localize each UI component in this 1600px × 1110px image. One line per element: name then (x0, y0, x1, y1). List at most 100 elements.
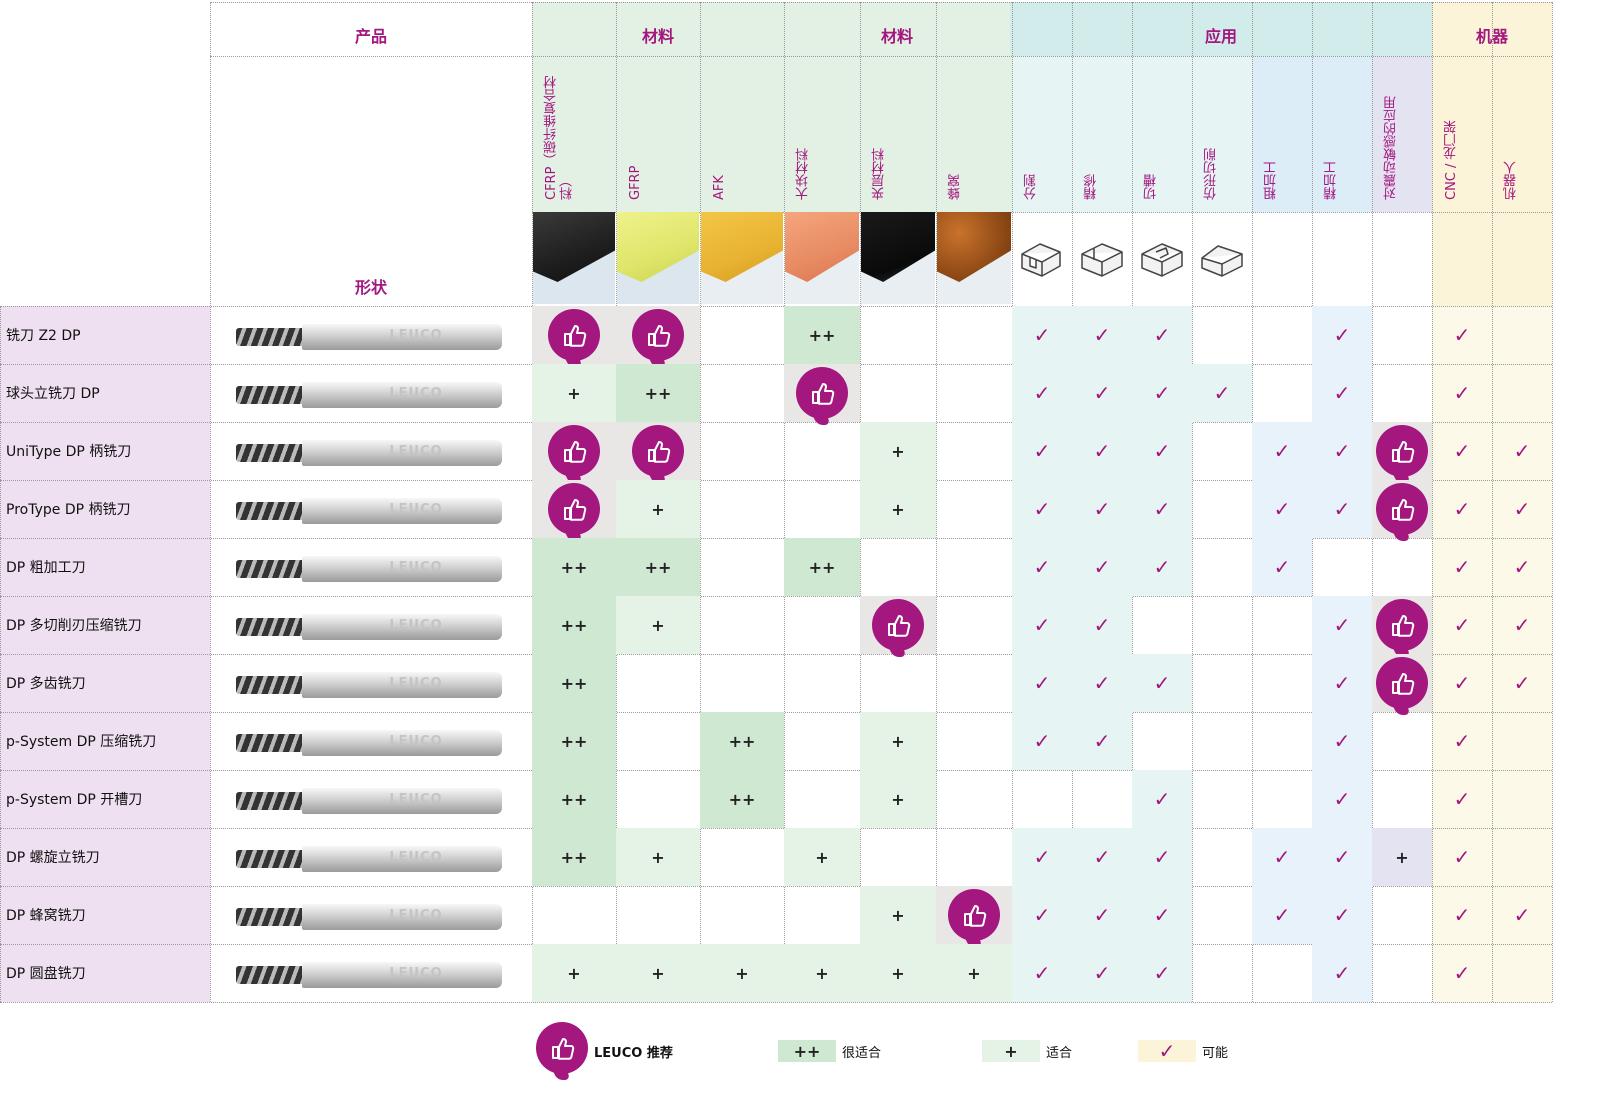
checkmark-icon: ✓ (1273, 555, 1291, 579)
checkmark-icon: ✓ (1153, 555, 1171, 579)
table-cell: ✓ (1012, 712, 1072, 770)
checkmark-icon: ✓ (1333, 613, 1351, 637)
legend-recommend-label: LEUCO 推荐 (594, 1045, 673, 1061)
checkmark-icon: ✓ (1453, 903, 1471, 927)
table-row: p-System DP 开槽刀 LEUCO ++ ++ + ✓ ✓ ✓ (0, 770, 1552, 828)
table-cell (1252, 770, 1312, 828)
table-cell: ✓ (1312, 712, 1372, 770)
suitable-mark: + (860, 480, 936, 538)
table-cell (860, 654, 936, 712)
table-cell: ✓ (1012, 538, 1072, 596)
thumbs-up-icon (1376, 657, 1428, 709)
machine-column-header-bg (1492, 56, 1552, 306)
gfrp-sample-image (617, 212, 699, 304)
table-cell: ✓ (1012, 654, 1072, 712)
thumbs-up-icon (536, 1022, 588, 1074)
legend-suitable-label: 适合 (1046, 1045, 1073, 1061)
table-cell: ✓ (1132, 654, 1192, 712)
table-cell: ✓ (1132, 828, 1192, 886)
checkmark-icon: ✓ (1453, 787, 1471, 811)
table-cell (1192, 480, 1252, 538)
thumbs-up-icon (1376, 425, 1428, 477)
table-cell: ✓ (1072, 828, 1132, 886)
table-cell: ✓ (1072, 944, 1132, 1002)
grid-line-vertical (1192, 2, 1193, 1002)
checkmark-icon: ✓ (1273, 903, 1291, 927)
table-cell (1192, 422, 1252, 480)
table-cell (936, 770, 1012, 828)
table-cell: ✓ (1312, 944, 1372, 1002)
checkmark-icon: ✓ (1093, 903, 1111, 927)
checkmark-icon: ✓ (1513, 903, 1531, 927)
table-cell (784, 770, 860, 828)
tool-image: LEUCO (236, 784, 506, 816)
table-cell: ✓ (1432, 712, 1492, 770)
product-name: 球头立铣刀 DP (6, 386, 100, 402)
table-cell (1192, 712, 1252, 770)
checkmark-icon: ✓ (1333, 497, 1351, 521)
checkmark-icon: ✓ (1153, 787, 1171, 811)
suitable-mark: + (1372, 828, 1432, 886)
table-cell (1372, 538, 1432, 596)
table-cell (1372, 770, 1432, 828)
table-cell: ✓ (1072, 596, 1132, 654)
thumbs-up-icon (632, 425, 684, 477)
table-cell: ✓ (1132, 886, 1192, 944)
table-cell (1252, 364, 1312, 422)
checkmark-icon: ✓ (1093, 381, 1111, 405)
table-cell: ✓ (1492, 596, 1552, 654)
tool-image: LEUCO (236, 610, 506, 642)
table-cell (784, 364, 860, 422)
tool-image: LEUCO (236, 668, 506, 700)
table-cell (1192, 654, 1252, 712)
product-name: DP 多齿铣刀 (6, 676, 86, 692)
table-cell: ✓ (1012, 944, 1072, 1002)
table-cell (1492, 712, 1552, 770)
table-cell (1492, 306, 1552, 364)
table-cell (936, 538, 1012, 596)
table-cell (936, 422, 1012, 480)
table-cell (784, 654, 860, 712)
table-cell (1192, 596, 1252, 654)
checkmark-icon: ✓ (1453, 961, 1471, 985)
very-suitable-mark: ++ (700, 770, 784, 828)
checkmark-icon: ✓ (1273, 497, 1291, 521)
column-header-13: 对震动敏感的应用 (1384, 96, 1399, 200)
table-row: DP 多齿铣刀 LEUCO ++ ✓ ✓ ✓ ✓ ✓ ✓ (0, 654, 1552, 712)
table-cell (1492, 944, 1552, 1002)
grid-line-vertical (1552, 2, 1553, 1002)
table-cell: ✓ (1432, 538, 1492, 596)
lilac-column-header-bg (1372, 56, 1432, 212)
table-cell: ✓ (1492, 422, 1552, 480)
application-header-band (1010, 2, 1432, 56)
table-row: DP 粗加工刀 LEUCO ++ ++ ++ ✓ ✓ ✓ ✓ ✓ ✓ (0, 538, 1552, 596)
suitable-mark: + (860, 944, 936, 1002)
checkmark-icon: ✓ (1033, 903, 1051, 927)
blue-column-header-bg (1252, 56, 1312, 212)
table-row: 球头立铣刀 DP LEUCO + ++ ✓ ✓ ✓ ✓ ✓ ✓ (0, 364, 1552, 422)
suitable-mark: + (860, 770, 936, 828)
application-column-header-bg (1072, 56, 1132, 212)
table-cell: ✓ (1072, 886, 1132, 944)
blue-column-header-bg (1312, 56, 1372, 212)
suitable-mark: + (700, 944, 784, 1002)
table-cell (784, 596, 860, 654)
checkmark-icon: ✓ (1453, 497, 1471, 521)
thumbs-up-icon (548, 425, 600, 477)
grid-line-vertical (1432, 2, 1433, 1002)
column-header-10: 仿形切削 (1204, 148, 1219, 200)
table-cell (936, 306, 1012, 364)
table-cell (1252, 654, 1312, 712)
copy-milling-sketch-icon (1196, 232, 1248, 284)
legend-possible-symbol: ✓ (1138, 1039, 1196, 1063)
suitable-mark: + (532, 364, 616, 422)
table-cell: ✓ (1072, 422, 1132, 480)
finishing-sketch-icon (1076, 232, 1128, 284)
table-cell: ✓ (1132, 944, 1192, 1002)
product-name: DP 螺旋立铣刀 (6, 850, 100, 866)
suitable-mark: + (532, 944, 616, 1002)
suitable-mark: + (860, 886, 936, 944)
table-cell (936, 654, 1012, 712)
checkmark-icon: ✓ (1153, 903, 1171, 927)
material-slab (861, 212, 935, 282)
